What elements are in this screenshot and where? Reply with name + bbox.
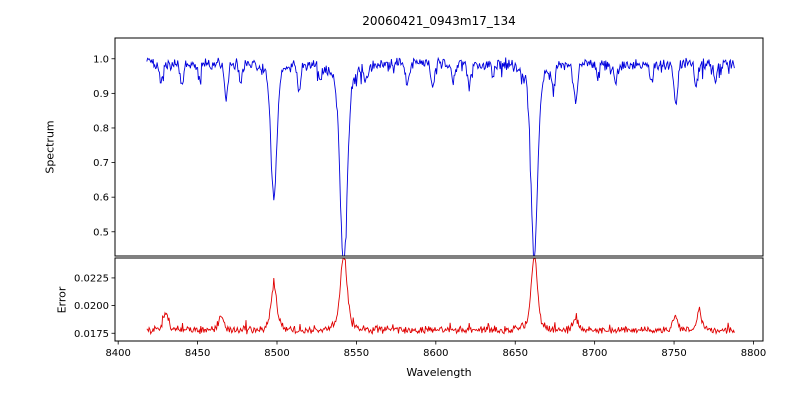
error-line [146, 258, 735, 336]
spectrum-y-tick-label: 0.8 [93, 123, 109, 134]
error-axes-border [114, 257, 764, 342]
spectrum-y-tick-label: 0.6 [93, 193, 109, 204]
x-tick-label: 8650 [503, 348, 528, 359]
spectrum-y-axis-label: Spectrum [43, 120, 57, 174]
spectrum-line [146, 56, 735, 256]
error-y-tick-label: 0.0175 [74, 329, 109, 340]
x-tick-label: 8400 [105, 348, 130, 359]
spectrum-y-tick-label: 0.5 [93, 227, 109, 238]
x-tick-label: 8750 [661, 348, 686, 359]
spectrum-y-tick-label: 1.0 [93, 54, 109, 65]
x-tick-label: 8800 [741, 348, 766, 359]
x-tick-label: 8550 [344, 348, 369, 359]
error-y-tick-label: 0.0200 [74, 301, 109, 312]
x-axis-label: Wavelength [406, 366, 472, 379]
chart-title: 20060421_0943m17_134 [362, 14, 516, 28]
x-tick-label: 8500 [264, 348, 289, 359]
spectrum-y-tick-label: 0.7 [93, 158, 109, 169]
error-y-axis-label: Error [55, 286, 69, 314]
spectrum-axes-border [114, 37, 764, 257]
spectrum-y-tick-label: 0.9 [93, 89, 109, 100]
x-tick-label: 8700 [582, 348, 607, 359]
x-tick-label: 8600 [423, 348, 448, 359]
error-y-tick-label: 0.0225 [74, 273, 109, 284]
x-tick-label: 8450 [185, 348, 210, 359]
